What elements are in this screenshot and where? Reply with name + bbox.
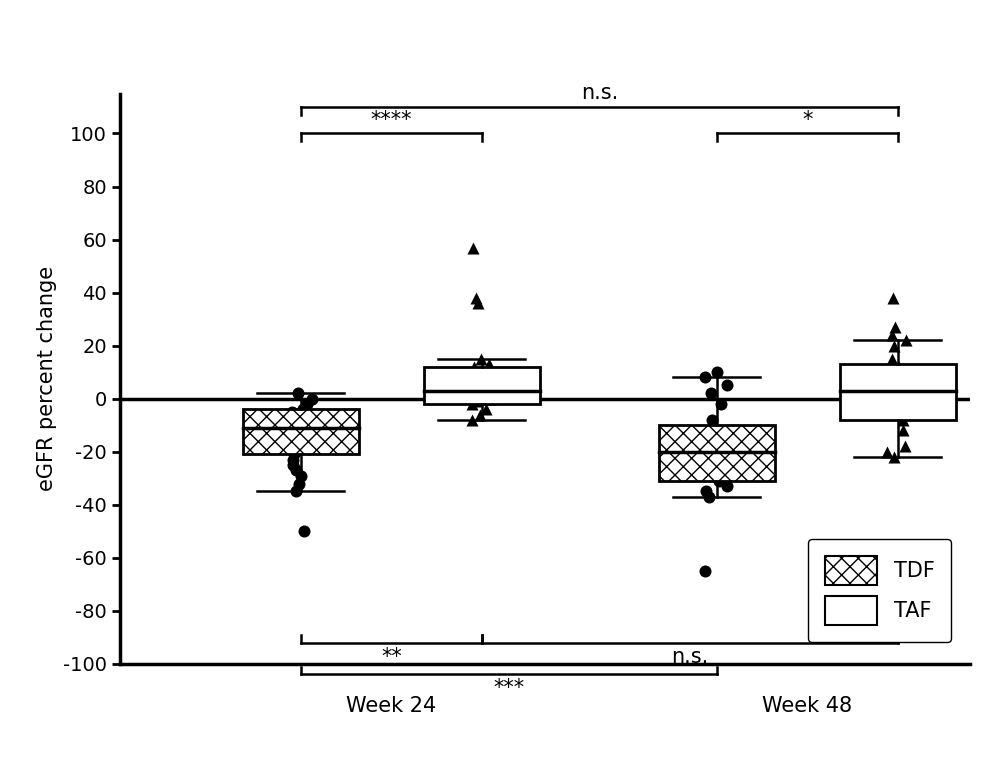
Bar [659, 425, 775, 481]
Point [886, 340, 902, 352]
Point [295, 422, 311, 434]
Point [701, 490, 717, 503]
Point [288, 464, 304, 476]
Point [709, 366, 725, 379]
Point [886, 451, 902, 463]
Point [897, 440, 913, 453]
Point [482, 392, 498, 405]
Point [284, 405, 300, 418]
Point [698, 485, 714, 497]
Point [481, 358, 497, 370]
Point [468, 291, 484, 304]
Point [295, 403, 311, 415]
Point [470, 297, 486, 309]
Point [701, 445, 717, 458]
Point [704, 414, 720, 426]
Point [882, 392, 898, 405]
Legend: TDF, TAF: TDF, TAF [808, 540, 951, 642]
Point [887, 321, 903, 333]
Point [478, 403, 494, 415]
Y-axis label: eGFR percent change: eGFR percent change [37, 266, 57, 491]
Point [285, 454, 301, 466]
Point [877, 398, 893, 410]
Point [879, 379, 895, 391]
Point [898, 405, 914, 418]
Point [290, 387, 306, 400]
Point [719, 469, 735, 482]
Point [296, 525, 312, 537]
Point [476, 379, 492, 391]
Point [462, 376, 478, 389]
Point [285, 458, 301, 471]
Point [465, 382, 481, 394]
Point [711, 475, 727, 487]
Point [709, 430, 725, 442]
Point [697, 371, 713, 383]
Point [898, 334, 914, 347]
Point [284, 411, 300, 423]
Bar [840, 364, 956, 420]
Point [463, 384, 479, 397]
Point [879, 445, 895, 458]
Point [472, 408, 488, 421]
Point [288, 485, 304, 497]
Text: n.s.: n.s. [581, 83, 618, 103]
Point [710, 440, 726, 453]
Point [474, 366, 490, 379]
Point [281, 432, 297, 444]
Text: Week 24: Week 24 [346, 696, 436, 715]
Point [485, 390, 501, 402]
Text: *: * [802, 109, 812, 130]
Point [293, 469, 309, 482]
Point [897, 371, 913, 383]
Point [713, 398, 729, 410]
Point [485, 387, 501, 400]
Point [465, 241, 481, 254]
Text: ***: *** [493, 679, 524, 698]
Point [301, 443, 317, 455]
Point [298, 427, 314, 440]
Point [885, 291, 901, 304]
Point [305, 437, 321, 450]
Point [304, 392, 320, 405]
Point [282, 414, 298, 426]
Point [719, 480, 735, 493]
Point [464, 398, 480, 410]
Text: n.s.: n.s. [671, 647, 708, 667]
Text: ****: **** [371, 109, 412, 130]
Point [286, 448, 302, 461]
Point [291, 477, 307, 490]
Bar [243, 409, 359, 455]
Point [464, 414, 480, 426]
Point [902, 384, 918, 397]
Point [716, 458, 732, 471]
Point [891, 361, 907, 373]
Point [476, 371, 492, 383]
Text: Week 48: Week 48 [762, 696, 852, 715]
Point [720, 464, 736, 476]
Point [884, 329, 900, 341]
Point [719, 379, 735, 391]
Bar [424, 367, 540, 404]
Point [302, 419, 318, 431]
Point [881, 366, 897, 379]
Point [473, 353, 489, 366]
Text: **: ** [381, 647, 402, 667]
Point [697, 565, 713, 577]
Point [466, 361, 482, 373]
Point [895, 424, 911, 437]
Point [469, 395, 485, 408]
Point [897, 390, 913, 402]
Point [721, 451, 737, 463]
Point [703, 387, 719, 400]
Point [895, 414, 911, 426]
Point [884, 353, 900, 366]
Point [299, 398, 315, 410]
